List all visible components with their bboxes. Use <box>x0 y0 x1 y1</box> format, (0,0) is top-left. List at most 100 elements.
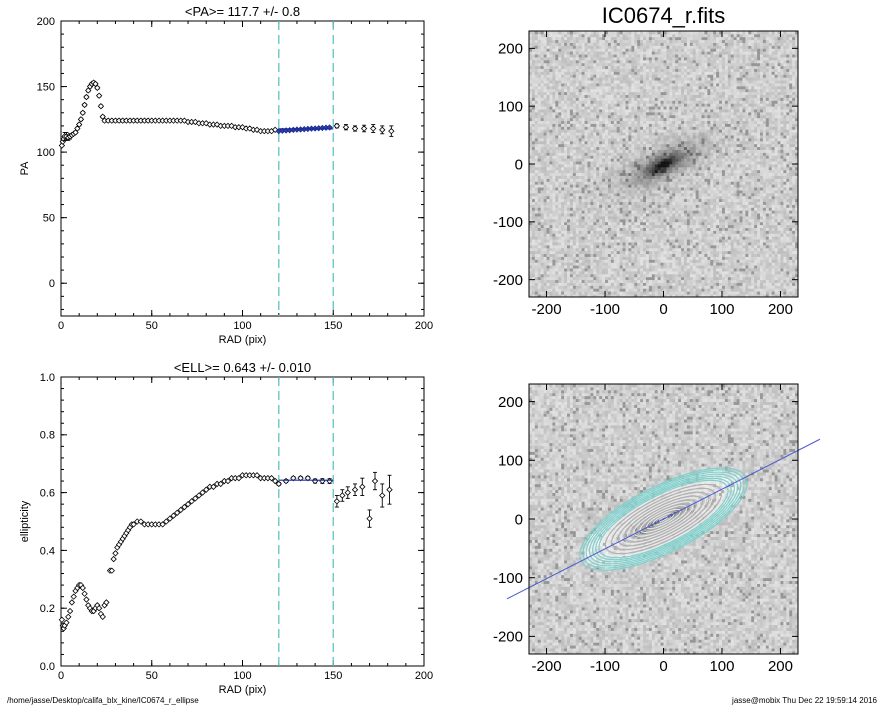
image-pixel <box>643 181 647 185</box>
image-pixel <box>634 187 638 191</box>
image-pixel <box>745 247 749 252</box>
image-pixel <box>637 236 641 240</box>
image-pixel <box>613 221 618 226</box>
image-pixel <box>692 247 697 252</box>
image-pixel <box>686 204 691 208</box>
image-pixel <box>558 233 562 237</box>
image-pixel <box>786 227 790 231</box>
image-pixel <box>660 204 664 208</box>
image-pixel <box>549 239 553 243</box>
image-pixel <box>672 178 676 182</box>
image-pixel <box>593 250 597 255</box>
image-pixel <box>707 276 711 281</box>
image-pixel <box>681 213 685 217</box>
image-pixel <box>789 198 793 202</box>
image-pixel <box>783 181 787 185</box>
image-pixel <box>771 262 776 266</box>
image-pixel <box>672 279 676 283</box>
image-pixel <box>789 195 793 200</box>
image-pixel <box>719 178 723 182</box>
image-pixel <box>558 169 562 174</box>
image-pixel <box>569 221 574 226</box>
image-pixel <box>678 184 682 188</box>
image-pixel <box>698 216 702 220</box>
image-pixel <box>754 270 758 275</box>
image-pixel <box>724 172 729 176</box>
image-pixel <box>683 224 688 229</box>
image-pixel <box>631 291 635 295</box>
image-pixel <box>628 181 632 185</box>
image-pixel <box>555 291 559 295</box>
image-pixel <box>795 195 798 200</box>
image-pixel <box>762 207 767 211</box>
image-pixel <box>707 192 711 197</box>
image-pixel <box>745 227 749 231</box>
image-pixel <box>569 273 574 278</box>
image-pixel <box>686 247 691 252</box>
image-pixel <box>622 236 626 240</box>
image-pixel <box>721 268 726 272</box>
image-pixel <box>721 178 726 182</box>
image-pixel <box>751 213 755 217</box>
image-pixel <box>529 282 533 286</box>
image-pixel <box>672 175 676 179</box>
image-pixel <box>555 227 559 231</box>
image-pixel <box>733 230 737 234</box>
image-pixel <box>622 216 626 220</box>
image-pixel <box>780 230 784 234</box>
image-pixel <box>584 279 588 283</box>
image-pixel <box>698 169 702 174</box>
image-pixel <box>578 236 583 240</box>
image-pixel <box>683 265 688 269</box>
image-pixel <box>780 207 784 211</box>
image-pixel <box>795 285 798 289</box>
image-pixel <box>721 216 726 220</box>
image-pixel <box>534 265 539 269</box>
image-pixel <box>640 242 644 246</box>
image-pixel <box>578 262 583 266</box>
image-pixel <box>736 233 740 237</box>
image-pixel <box>663 195 667 200</box>
image-pixel <box>765 213 770 217</box>
image-pixel <box>613 239 618 243</box>
image-pixel <box>616 270 621 275</box>
image-pixel <box>645 227 650 231</box>
image-pixel <box>637 218 641 223</box>
image-pixel <box>534 204 539 208</box>
image-pixel <box>640 233 644 237</box>
image-pixel <box>529 227 533 231</box>
image-pixel <box>657 282 661 286</box>
image-pixel <box>678 230 682 234</box>
image-pixel <box>549 265 553 269</box>
image-pixel <box>534 244 539 249</box>
image-pixel <box>558 164 562 168</box>
image-pixel <box>669 224 673 229</box>
image-pixel <box>768 291 773 295</box>
image-pixel <box>607 244 612 249</box>
image-pixel <box>783 227 787 231</box>
image-pixel <box>666 169 670 174</box>
image-pixel <box>739 216 743 220</box>
image-pixel <box>645 285 650 289</box>
image-pixel <box>786 294 790 297</box>
image-pixel <box>704 244 708 249</box>
image-pixel <box>537 218 542 223</box>
image-pixel <box>599 279 603 283</box>
image-pixel <box>710 250 714 255</box>
image-pixel <box>721 244 726 249</box>
image-pixel <box>774 276 778 281</box>
image-pixel <box>663 259 667 263</box>
image-pixel <box>578 175 583 179</box>
image-pixel <box>575 247 580 252</box>
image-pixel <box>529 224 533 229</box>
image-pixel <box>593 201 597 205</box>
image-pixel <box>552 218 556 223</box>
image-pixel <box>751 230 755 234</box>
image-pixel <box>599 268 603 272</box>
image-pixel <box>762 192 767 197</box>
image-pixel <box>628 291 632 295</box>
image-pixel <box>724 233 729 237</box>
image-pixel <box>666 204 670 208</box>
image-pixel <box>564 230 568 234</box>
image-pixel <box>774 172 778 176</box>
